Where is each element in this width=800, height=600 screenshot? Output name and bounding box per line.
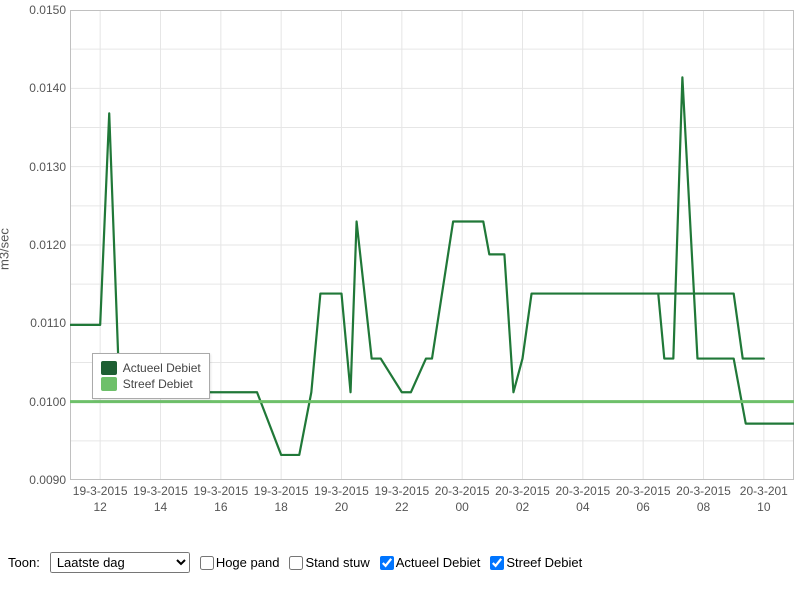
y-axis-label: m3/sec [0,228,12,270]
y-tick-label: 0.0090 [11,473,70,487]
y-tick-label: 0.0150 [11,3,70,17]
y-tick-label: 0.0130 [11,160,70,174]
x-tick-label: 19-3-2015 14 [133,480,188,515]
x-tick-label: 19-3-2015 16 [193,480,248,515]
checkbox-label: Actueel Debiet [396,555,481,570]
checkbox-label: Hoge pand [216,555,280,570]
checkbox-stand-stuw[interactable]: Stand stuw [289,555,369,570]
time-range-select[interactable]: Laatste dag [50,552,190,573]
x-tick-label: 19-3-2015 20 [314,480,369,515]
y-tick-label: 0.0140 [11,81,70,95]
y-tick-label: 0.0120 [11,238,70,252]
chart-container: { "chart": { "type": "line", "ylabel": "… [0,0,800,600]
checkbox-input-stand-stuw[interactable] [289,556,303,570]
checkbox-label: Streef Debiet [506,555,582,570]
x-tick-label: 20-3-2015 06 [616,480,671,515]
x-tick-label: 20-3-2015 00 [435,480,490,515]
controls-bar: Toon: Laatste dag Hoge pand Stand stuw A… [8,552,582,573]
chart-area: m3/sec 0.00900.01000.01100.01200.01300.0… [0,0,800,540]
checkbox-input-actueel-debiet[interactable] [380,556,394,570]
checkbox-streef-debiet[interactable]: Streef Debiet [490,555,582,570]
legend-swatch [101,361,117,375]
checkbox-actueel-debiet[interactable]: Actueel Debiet [380,555,481,570]
legend-label: Actueel Debiet [123,361,201,375]
x-tick-label: 19-3-2015 12 [73,480,128,515]
checkbox-hoge-pand[interactable]: Hoge pand [200,555,280,570]
legend-label: Streef Debiet [123,377,193,391]
x-tick-label: 20-3-2015 02 [495,480,550,515]
checkbox-label: Stand stuw [305,555,369,570]
legend-swatch [101,377,117,391]
x-tick-label: 20-3-2015 08 [676,480,731,515]
x-tick-label: 20-3-2015 04 [555,480,610,515]
x-tick-label: 19-3-2015 22 [374,480,429,515]
legend-item: Streef Debiet [101,377,201,391]
legend-item: Actueel Debiet [101,361,201,375]
legend: Actueel Debiet Streef Debiet [92,353,210,399]
plot-area: 0.00900.01000.01100.01200.01300.01400.01… [70,10,794,480]
y-tick-label: 0.0110 [11,316,70,330]
checkbox-input-streef-debiet[interactable] [490,556,504,570]
y-tick-label: 0.0100 [11,395,70,409]
checkbox-input-hoge-pand[interactable] [200,556,214,570]
toon-label: Toon: [8,555,40,570]
x-tick-label: 20-3-201 10 [740,480,788,515]
x-tick-label: 19-3-2015 18 [254,480,309,515]
